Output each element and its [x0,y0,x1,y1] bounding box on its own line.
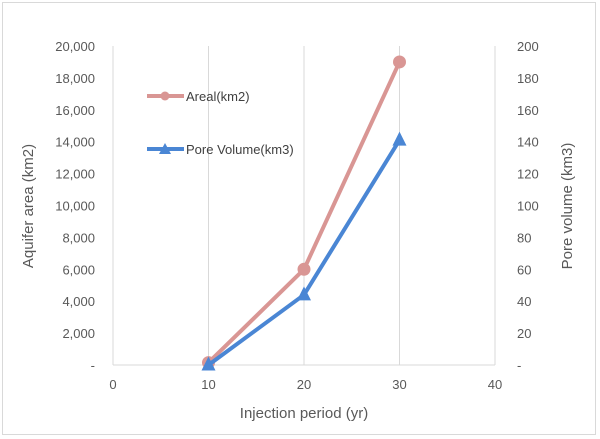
y-tick-label: 6,000 [62,262,95,277]
legend-marker [160,91,170,101]
legend-marker [159,143,171,154]
legend-item-0: Areal(km2) [147,89,250,104]
legend: Areal(km2) Pore Volume(km3) [147,89,294,157]
data-point [297,262,311,276]
legend-label: Pore Volume(km3) [186,142,294,157]
y2-tick-label: 20 [517,326,531,341]
y-tick-labels: - 2,000 4,000 6,000 8,000 10,000 12,000 14,000 1… [55,39,95,373]
x-tick-label: 20 [297,377,311,392]
y2-tick-label: 200 [517,39,539,54]
data-point [393,55,406,69]
x-tick-labels: 0 10 20 30 40 [109,377,502,392]
y2-tick-label: 140 [517,135,539,150]
y-tick-label: 14,000 [55,135,95,150]
legend-label: Areal(km2) [186,89,250,104]
x-tick-label: 30 [392,377,406,392]
data-point [297,286,311,301]
grid-layer [112,46,496,366]
y2-tick-label: - [517,358,521,373]
y2-axis-title: Pore volume (km3) [559,143,576,270]
y2-tick-label: 80 [517,230,531,245]
y-tick-label: - [91,358,95,373]
chart-frame [2,2,596,435]
y-tick-label: 18,000 [55,71,95,86]
y2-tick-labels: - 20 40 60 80 100 120 140 160 180 200 [517,39,539,373]
data-point [201,356,216,371]
data-point [392,131,407,146]
series-1 [201,131,407,371]
x-axis-title: Injection period (yr) [240,405,368,422]
series-layer [201,55,407,371]
y-tick-label: 16,000 [55,103,95,118]
x-tick-label: 10 [201,377,215,392]
y2-tick-label: 180 [517,71,539,86]
legend-item-1: Pore Volume(km3) [147,142,294,157]
y2-tick-label: 120 [517,167,539,182]
x-tick-label: 40 [488,377,502,392]
y-axis-title: Aquifer area (km2) [20,144,37,268]
x-tick-label: 0 [109,377,116,392]
y2-tick-label: 60 [517,262,531,277]
y-tick-label: 2,000 [62,326,95,341]
y-tick-label: 8,000 [62,230,95,245]
y-tick-label: 12,000 [55,167,95,182]
y2-tick-label: 100 [517,199,539,214]
y2-tick-label: 40 [517,294,531,309]
y2-tick-label: 160 [517,103,539,118]
y-tick-label: 4,000 [62,294,95,309]
y-tick-label: 20,000 [55,39,95,54]
y-tick-label: 10,000 [55,199,95,214]
